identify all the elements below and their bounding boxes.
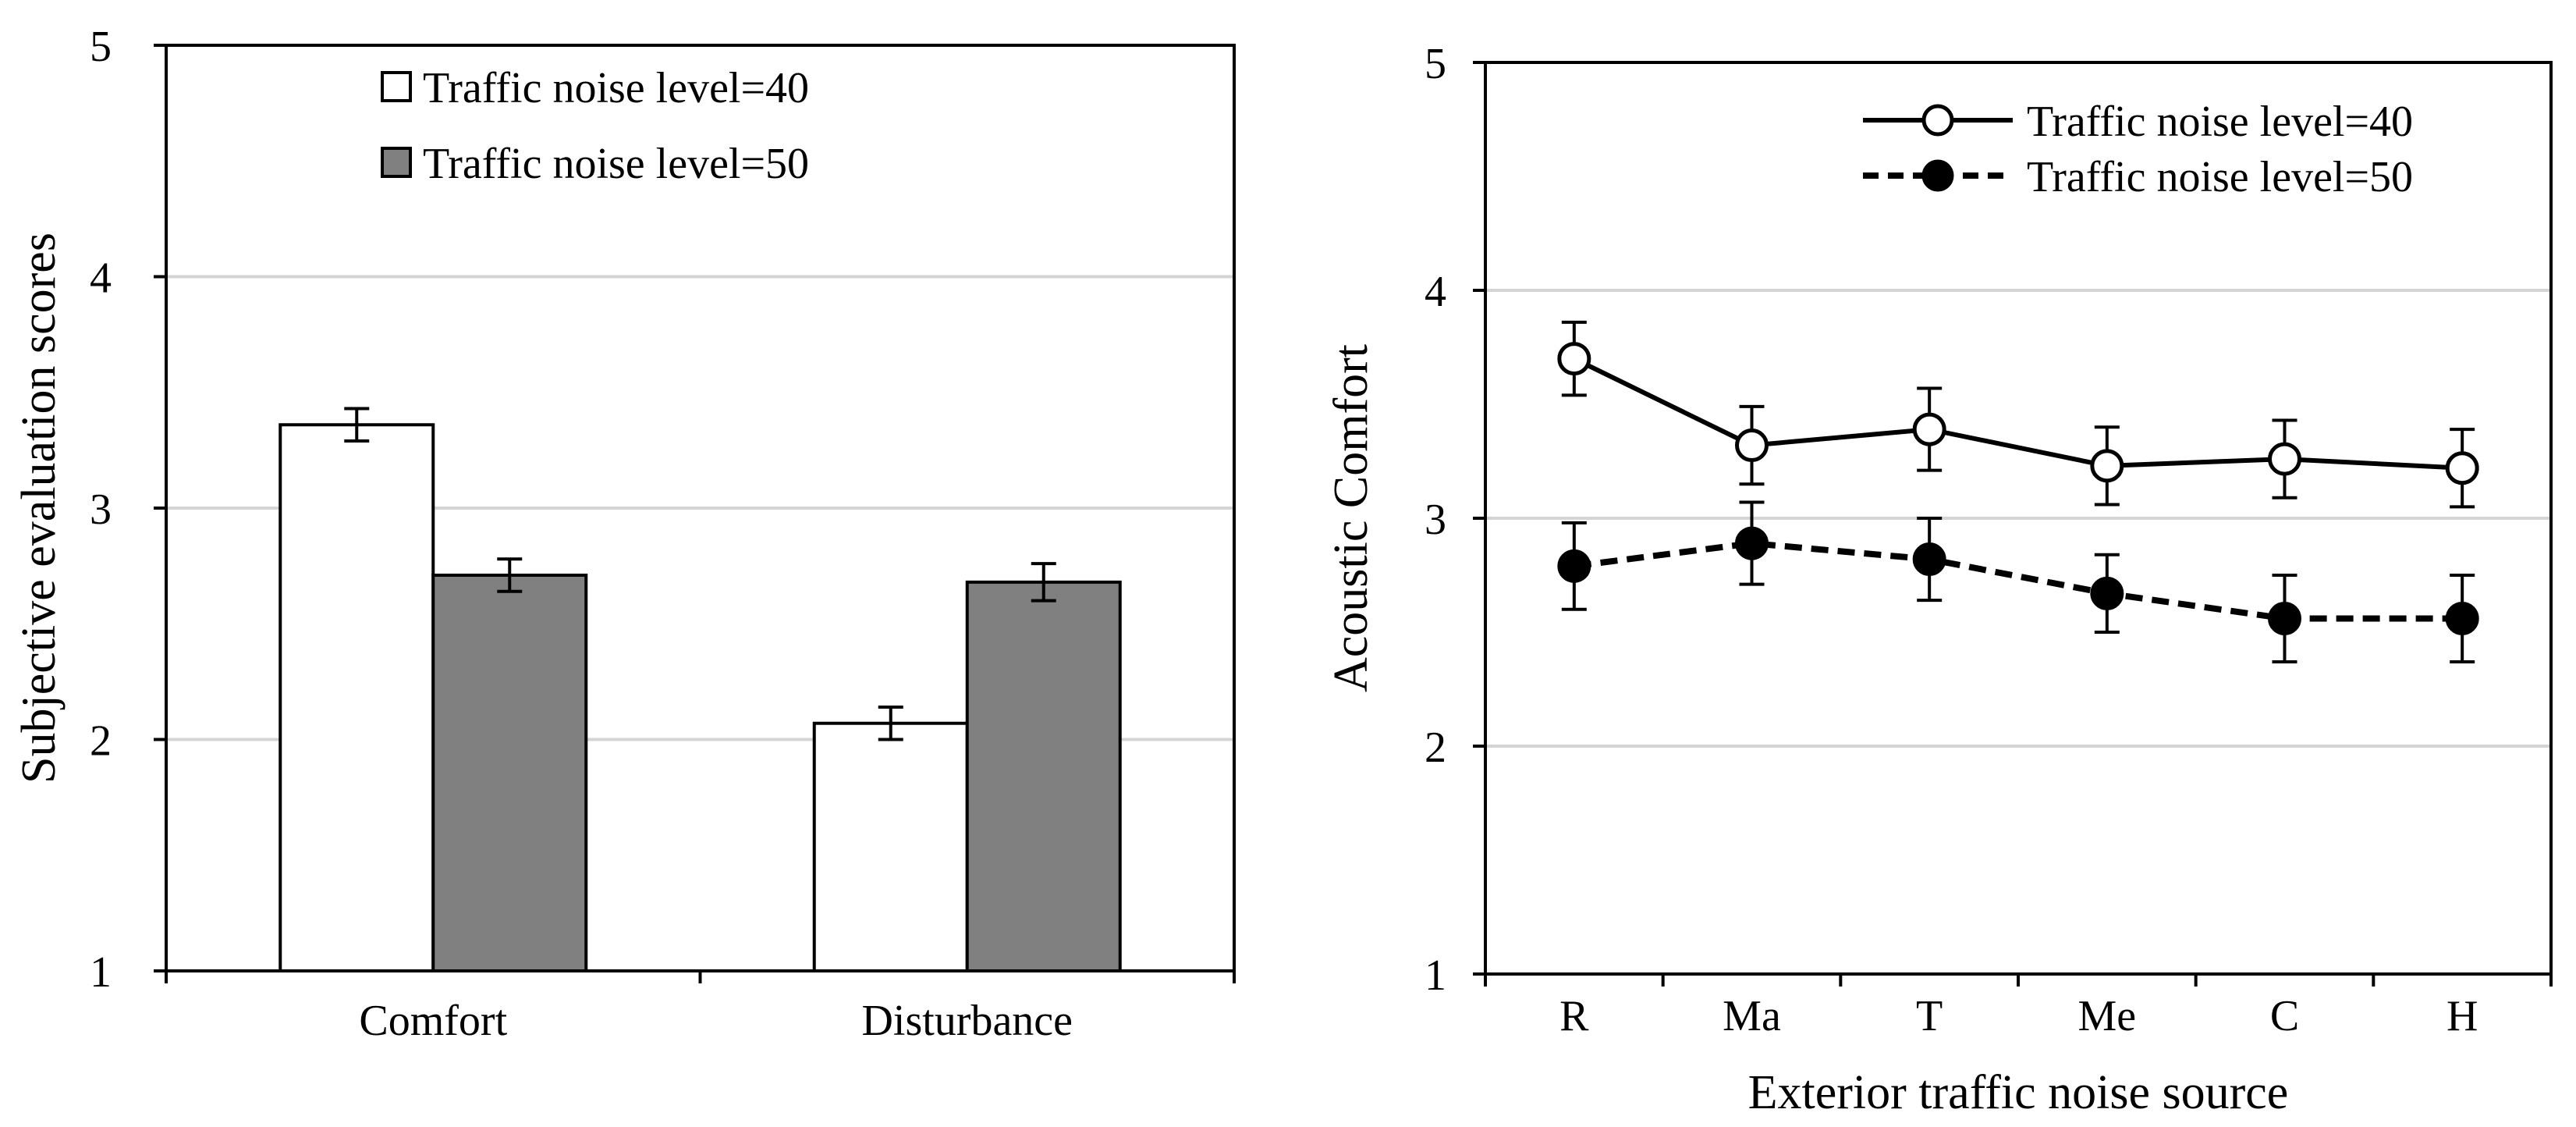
legend-swatch-level-40 xyxy=(381,71,412,102)
left-y-axis-title: Subjective evaluation scores xyxy=(12,233,66,784)
right-series-lines xyxy=(1573,356,2463,622)
bar xyxy=(431,573,588,972)
legend-label-level-40: Traffic noise level=40 xyxy=(423,64,809,112)
right-points xyxy=(1557,342,2479,635)
right-gridlines xyxy=(1485,289,2551,748)
line-chart: 1 2 3 4 5 R Ma T Me C H Acoustic Comfort Exterior… xyxy=(1325,40,2553,1119)
right-y-tick-label: 4 xyxy=(1425,268,1446,316)
left-bars xyxy=(279,423,1122,972)
data-point xyxy=(2445,601,2479,635)
data-point xyxy=(2268,442,2301,476)
series-line xyxy=(1573,356,2463,471)
right-y-tick-label: 3 xyxy=(1425,496,1446,544)
right-x-tick-label: C xyxy=(2270,992,2299,1040)
right-y-axis-title: Acoustic Comfort xyxy=(1325,344,1378,692)
right-y-tick-label: 5 xyxy=(1425,40,1446,88)
bar-chart: 1 2 3 4 5 Comfort Disturbance Subjective eval… xyxy=(12,23,1236,1045)
left-y-tick-label: 2 xyxy=(90,717,112,766)
left-error-bars xyxy=(344,407,1056,741)
right-x-axis-title: Exterior traffic noise source xyxy=(1748,1066,2289,1119)
left-y-tick-label: 3 xyxy=(90,485,112,534)
legend-marker-level-50 xyxy=(1921,159,1954,192)
data-point xyxy=(2268,601,2301,635)
legend-swatch-level-50 xyxy=(381,147,412,178)
right-legend: Traffic noise level=40 Traffic noise lev… xyxy=(1863,98,2413,201)
right-x-ticks: R Ma T Me C H xyxy=(1484,974,2553,1040)
data-point xyxy=(2090,449,2124,483)
right-y-ticks: 1 2 3 4 5 xyxy=(1425,40,1485,1000)
error-bar xyxy=(344,407,370,443)
legend-label-level-50: Traffic noise level=50 xyxy=(2027,153,2413,201)
right-x-tick-label: Me xyxy=(2078,992,2137,1040)
left-y-ticks: 1 2 3 4 5 xyxy=(90,23,166,997)
right-x-tick-label: H xyxy=(2446,992,2478,1040)
right-error-bars xyxy=(1561,320,2475,663)
legend-label-level-40: Traffic noise level=40 xyxy=(2027,98,2413,146)
bar xyxy=(965,580,1122,972)
legend-marker-level-40 xyxy=(1921,104,1954,137)
left-y-tick-label: 5 xyxy=(90,23,112,71)
error-bar xyxy=(1031,562,1056,603)
error-bar xyxy=(878,705,903,741)
legend-label-level-50: Traffic noise level=50 xyxy=(423,140,809,188)
right-x-tick-label: R xyxy=(1559,992,1589,1040)
right-x-tick-label: Ma xyxy=(1723,992,1781,1040)
data-point xyxy=(1557,342,1591,376)
right-x-tick-label: T xyxy=(1916,992,1943,1040)
error-bar xyxy=(497,557,523,593)
left-legend: Traffic noise level=40 Traffic noise lev… xyxy=(381,64,809,188)
left-y-tick-label: 1 xyxy=(90,948,112,997)
data-point xyxy=(1735,526,1769,560)
left-x-ticks: Comfort Disturbance xyxy=(165,971,1236,1045)
right-y-tick-label: 2 xyxy=(1425,723,1446,772)
data-point xyxy=(1735,428,1769,463)
bar xyxy=(812,721,969,972)
left-y-tick-label: 4 xyxy=(90,254,112,303)
right-y-tick-label: 1 xyxy=(1425,951,1446,1000)
left-x-tick-label: Comfort xyxy=(359,997,507,1045)
left-x-tick-label: Disturbance xyxy=(861,997,1073,1045)
data-point xyxy=(2445,451,2479,485)
data-point xyxy=(1557,549,1591,583)
data-point xyxy=(1912,542,1946,577)
data-point xyxy=(2090,576,2124,610)
bar xyxy=(279,423,435,972)
series-line xyxy=(1574,540,2463,622)
data-point xyxy=(1912,412,1946,446)
